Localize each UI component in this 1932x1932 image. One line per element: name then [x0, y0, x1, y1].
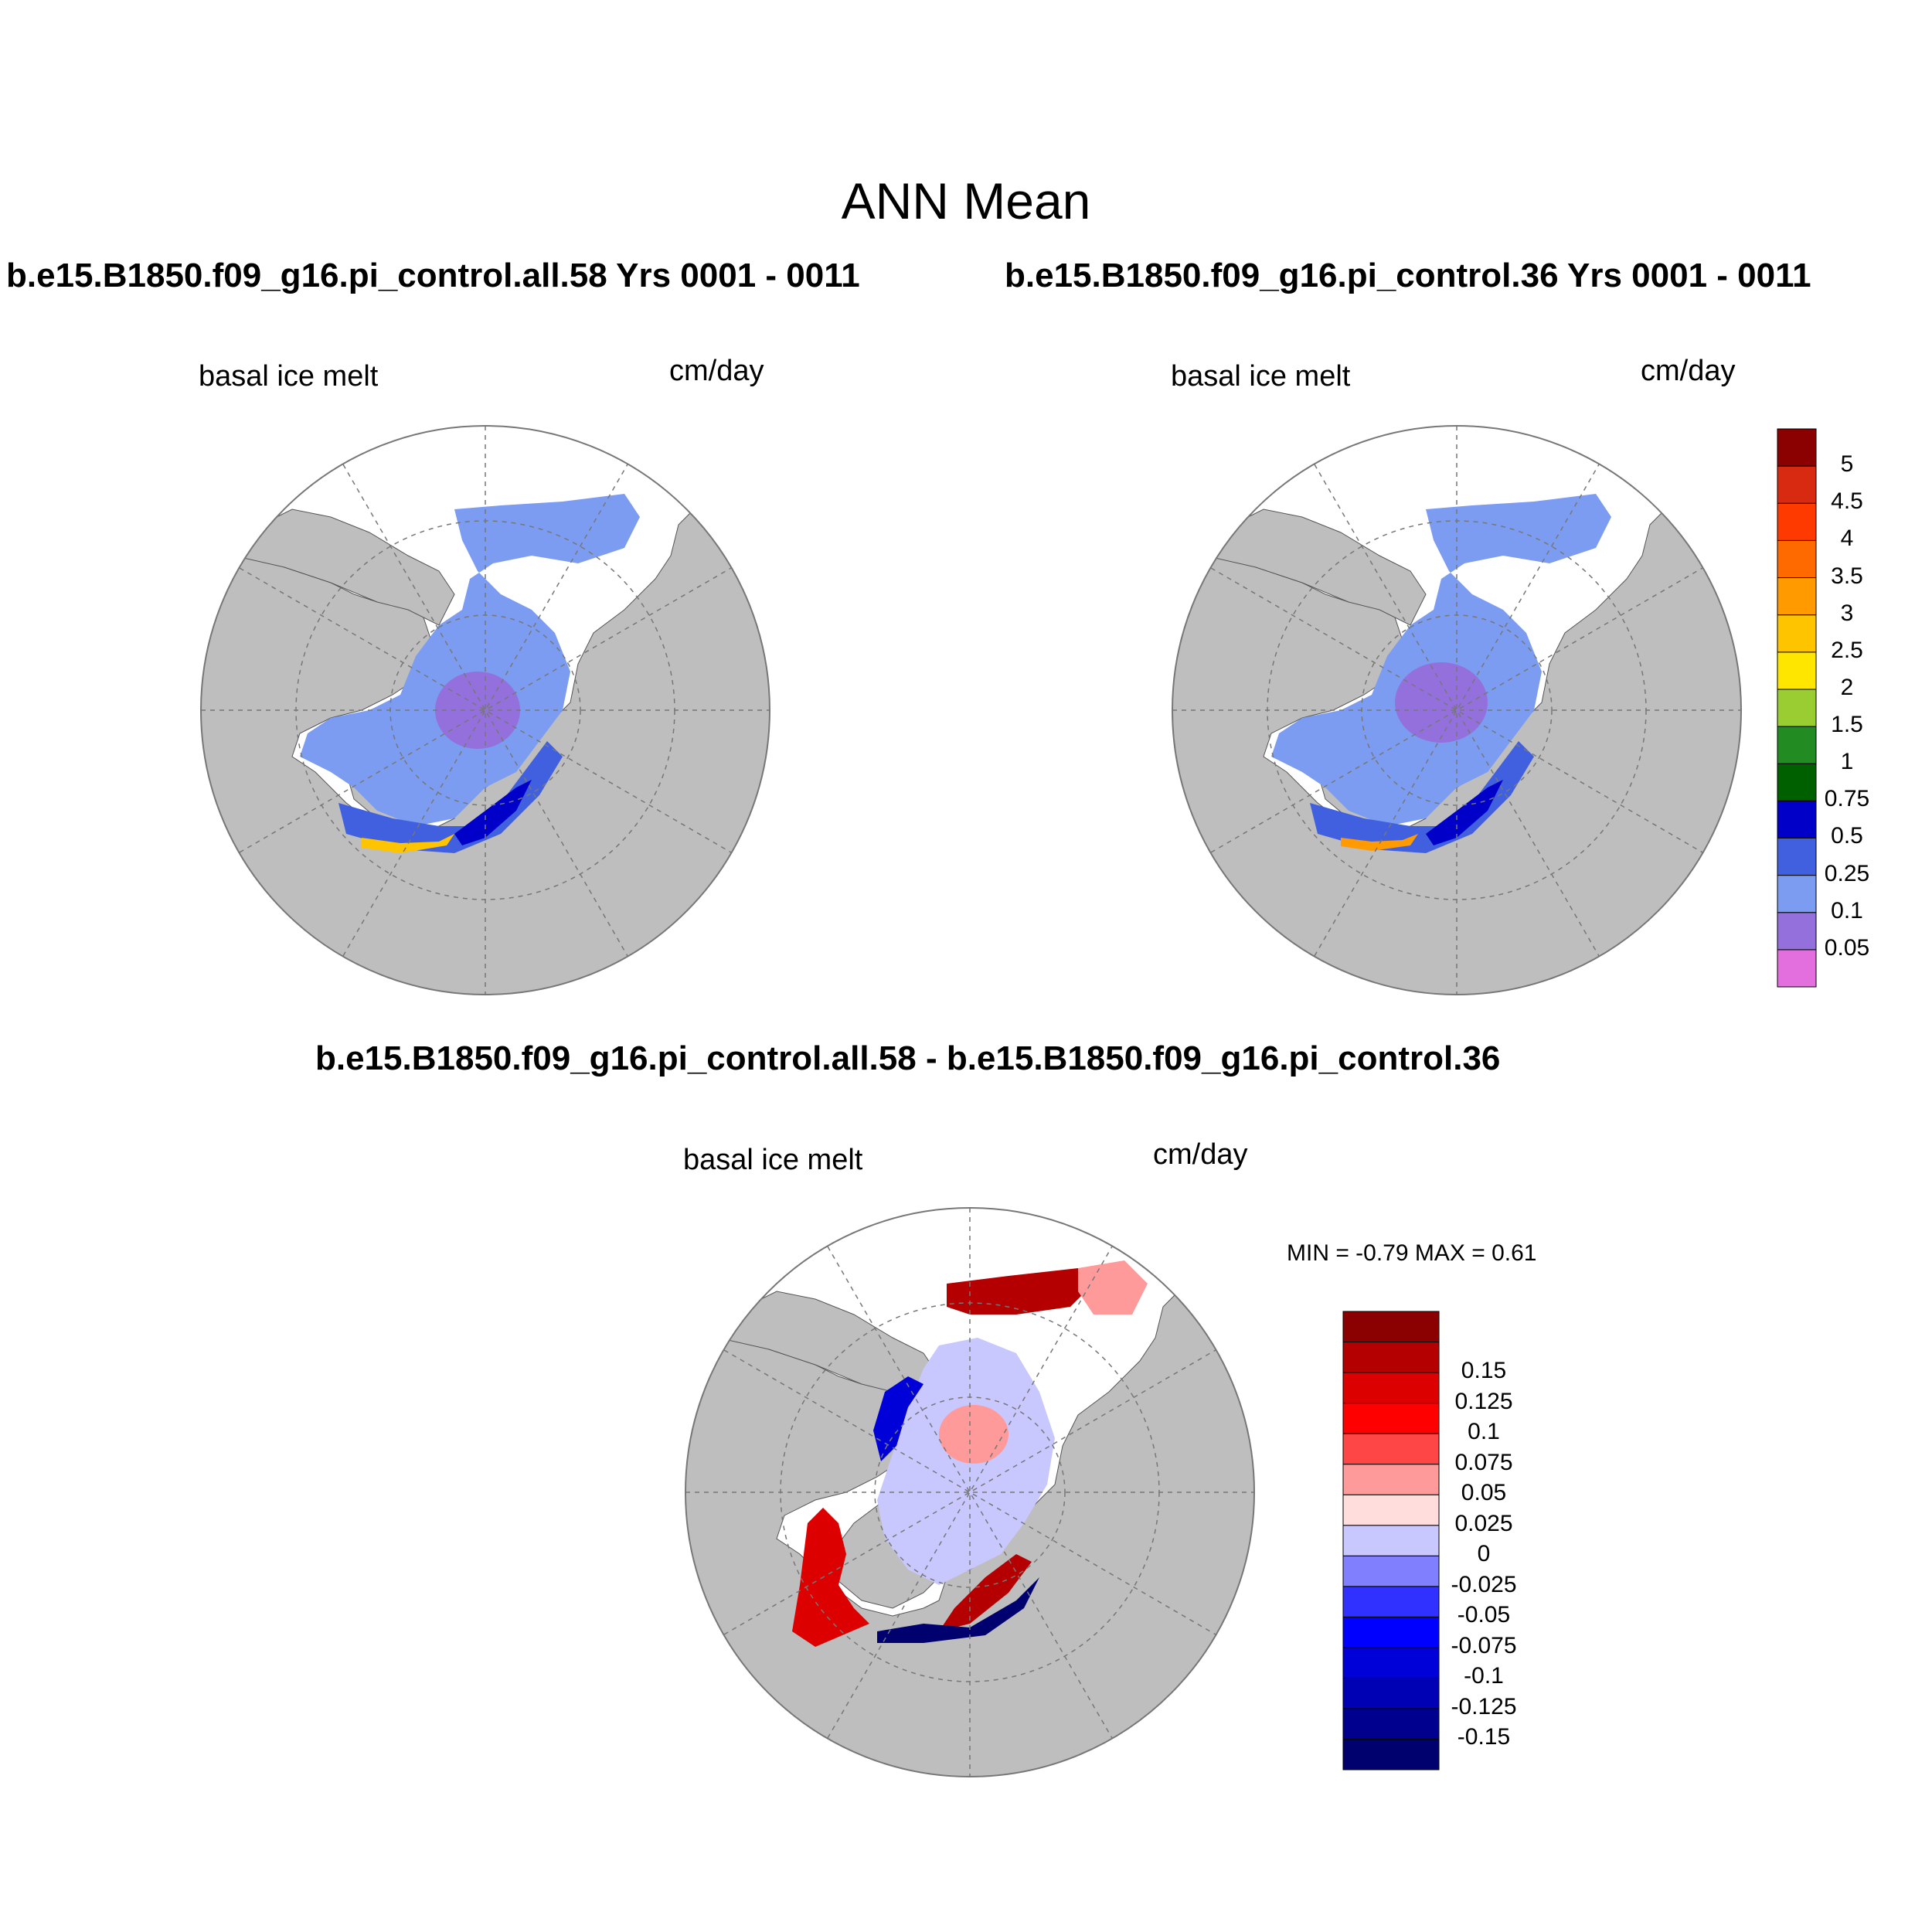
- absolute-colorbar-tick-label: 3: [1840, 600, 1854, 626]
- absolute-colorbar-tick-label: 0.25: [1824, 860, 1870, 886]
- difference-colorbar-tick-label: 0.05: [1461, 1480, 1507, 1506]
- positive-diff-labrador: [792, 1508, 869, 1647]
- diff-units-label: cm/day: [1153, 1138, 1248, 1171]
- difference-colorbar-swatch: [1342, 1738, 1440, 1770]
- high-melt-band: [1310, 741, 1534, 853]
- difference-colorbar-swatch: [1342, 1647, 1440, 1679]
- right-panel-title: b.e15.B1850.f09_g16.pi_control.36 Yrs 00…: [1005, 257, 1811, 294]
- difference-colorbar-swatch: [1342, 1555, 1440, 1587]
- absolute-colorbar-tick-label: 1: [1840, 749, 1854, 775]
- absolute-colorbar-tick-label: 0.5: [1831, 823, 1863, 849]
- positive-diff-center: [939, 1405, 1009, 1464]
- difference-colorbar-swatch: [1342, 1433, 1440, 1465]
- absolute-colorbar-swatch: [1777, 651, 1817, 690]
- difference-colorbar-swatch: [1342, 1708, 1440, 1740]
- absolute-colorbar-tick-label: 3.5: [1831, 563, 1863, 589]
- figure-title: ANN Mean: [841, 172, 1091, 230]
- absolute-colorbar-tick-label: 0.1: [1831, 897, 1863, 923]
- absolute-colorbar: [1777, 428, 1817, 988]
- absolute-colorbar-tick-label: 4: [1840, 526, 1854, 552]
- absolute-colorbar-swatch: [1777, 539, 1817, 579]
- difference-colorbar-tick-label: 0: [1477, 1541, 1491, 1567]
- difference-colorbar-swatch: [1342, 1616, 1440, 1648]
- absolute-colorbar-swatch: [1777, 428, 1817, 467]
- absolute-colorbar-swatch: [1777, 614, 1817, 653]
- difference-colorbar-tick-label: -0.125: [1451, 1693, 1517, 1719]
- right-units-label: cm/day: [1641, 355, 1736, 387]
- difference-colorbar-tick-label: 0.075: [1454, 1449, 1513, 1475]
- difference-colorbar-swatch: [1342, 1677, 1440, 1709]
- absolute-colorbar-tick-label: 2.5: [1831, 637, 1863, 663]
- absolute-colorbar-swatch: [1777, 800, 1817, 838]
- diff-field-label: basal ice melt: [683, 1144, 863, 1176]
- positive-diff-barents: [947, 1268, 1094, 1315]
- absolute-colorbar-swatch: [1777, 726, 1817, 764]
- difference-colorbar-tick-label: -0.05: [1457, 1602, 1511, 1628]
- difference-polar-map: [685, 1207, 1255, 1777]
- difference-colorbar: [1342, 1311, 1440, 1770]
- positive-diff-nordic: [939, 1554, 1032, 1631]
- difference-colorbar-swatch: [1342, 1403, 1440, 1434]
- absolute-colorbar-tick-label: 0.05: [1824, 934, 1870, 961]
- diff-min-max-stats: MIN = -0.79 MAX = 0.61: [1287, 1240, 1537, 1266]
- left-polar-map: [200, 425, 770, 995]
- difference-colorbar-tick-label: -0.025: [1451, 1571, 1517, 1597]
- absolute-colorbar-swatch: [1777, 502, 1817, 541]
- negative-diff-nordic: [877, 1577, 1039, 1643]
- difference-colorbar-tick-label: -0.1: [1464, 1663, 1504, 1689]
- difference-colorbar-tick-label: 0.025: [1454, 1510, 1513, 1536]
- positive-diff-kara: [1078, 1260, 1148, 1315]
- ice-melt-region: [1271, 494, 1611, 826]
- difference-colorbar-swatch: [1342, 1525, 1440, 1556]
- left-field-label: basal ice melt: [199, 360, 379, 393]
- difference-colorbar-swatch: [1342, 1586, 1440, 1617]
- absolute-colorbar-swatch: [1777, 465, 1817, 504]
- absolute-colorbar-swatch: [1777, 837, 1817, 876]
- left-panel-title: b.e15.B1850.f09_g16.pi_control.all.58 Yr…: [6, 257, 860, 294]
- deep-melt-band: [1426, 780, 1503, 845]
- difference-colorbar-swatch: [1342, 1311, 1440, 1343]
- difference-colorbar-tick-label: 0.15: [1461, 1358, 1507, 1384]
- difference-colorbar-swatch: [1342, 1464, 1440, 1495]
- low-melt-center: [1395, 662, 1488, 743]
- deep-melt-band: [454, 780, 532, 845]
- difference-colorbar-tick-label: 0.125: [1454, 1388, 1513, 1414]
- difference-colorbar-tick-label: -0.075: [1451, 1632, 1517, 1658]
- low-melt-center: [435, 672, 520, 749]
- negative-diff-edge: [873, 1376, 923, 1461]
- absolute-colorbar-swatch: [1777, 763, 1817, 801]
- high-melt-band: [338, 741, 563, 853]
- difference-colorbar-swatch: [1342, 1494, 1440, 1526]
- left-units-label: cm/day: [669, 355, 764, 387]
- absolute-colorbar-tick-label: 2: [1840, 674, 1854, 700]
- absolute-colorbar-swatch: [1777, 875, 1817, 913]
- difference-colorbar-swatch: [1342, 1372, 1440, 1404]
- peak-melt-band: [1341, 834, 1418, 851]
- right-field-label: basal ice melt: [1171, 360, 1351, 393]
- absolute-colorbar-swatch: [1777, 949, 1817, 988]
- right-polar-map: [1172, 425, 1742, 995]
- difference-colorbar-swatch: [1342, 1342, 1440, 1373]
- absolute-colorbar-tick-label: 4.5: [1831, 488, 1863, 515]
- absolute-colorbar-tick-label: 0.75: [1824, 786, 1870, 812]
- absolute-colorbar-tick-label: 5: [1840, 451, 1854, 478]
- absolute-colorbar-swatch: [1777, 577, 1817, 616]
- absolute-colorbar-swatch: [1777, 689, 1817, 727]
- difference-colorbar-tick-label: -0.15: [1457, 1724, 1511, 1750]
- difference-colorbar-tick-label: 0.1: [1468, 1419, 1500, 1445]
- absolute-colorbar-tick-label: 1.5: [1831, 712, 1863, 738]
- diff-panel-title: b.e15.B1850.f09_g16.pi_control.all.58 - …: [315, 1039, 1501, 1077]
- ice-melt-region: [300, 494, 640, 826]
